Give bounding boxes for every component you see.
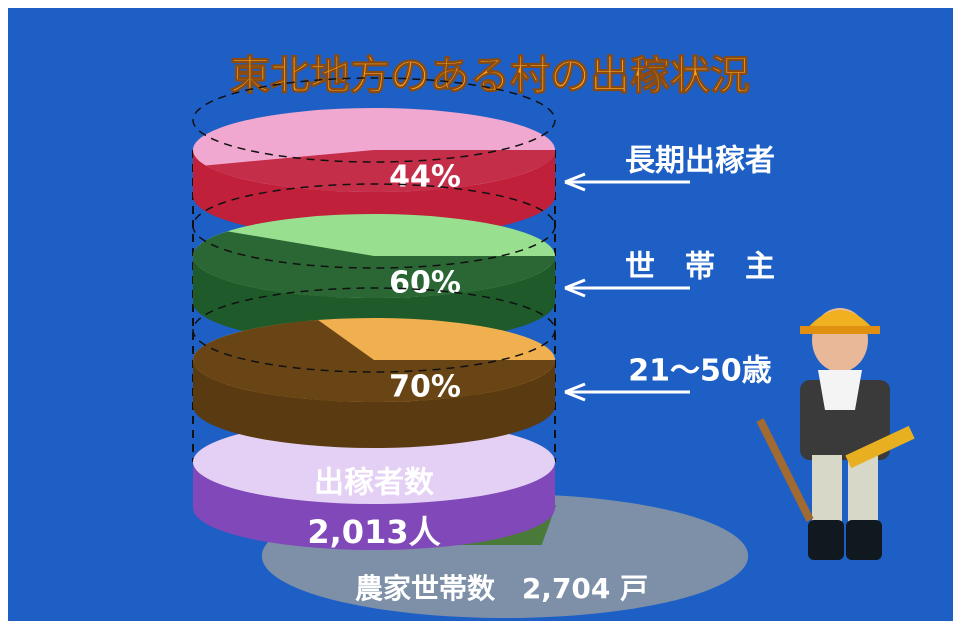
slice [205, 150, 555, 193]
value-label: 70% [389, 370, 461, 405]
value-label: 60% [389, 266, 461, 301]
slice [193, 320, 555, 403]
ground-label: 農家世帯数 [355, 572, 496, 605]
dash-ring [192, 77, 556, 163]
value-label: 44% [389, 160, 461, 195]
slice [192, 231, 555, 298]
pointer [564, 172, 690, 192]
ground-value: 2,704 戸 [522, 572, 648, 605]
category-label: 21〜50歳 [628, 354, 772, 389]
category-label: 長期出稼者 [625, 144, 775, 179]
worker [756, 308, 915, 560]
dash-ring [192, 287, 556, 373]
category-label: 世 帯 主 [625, 250, 775, 285]
pointer [564, 382, 690, 402]
pointer [564, 278, 690, 298]
base-value: 2,013人 [307, 513, 440, 551]
dash-ring [192, 183, 556, 269]
chart-title: 東北地方のある村の出稼状況 [230, 53, 750, 99]
base-label: 出稼者数 [314, 466, 435, 501]
